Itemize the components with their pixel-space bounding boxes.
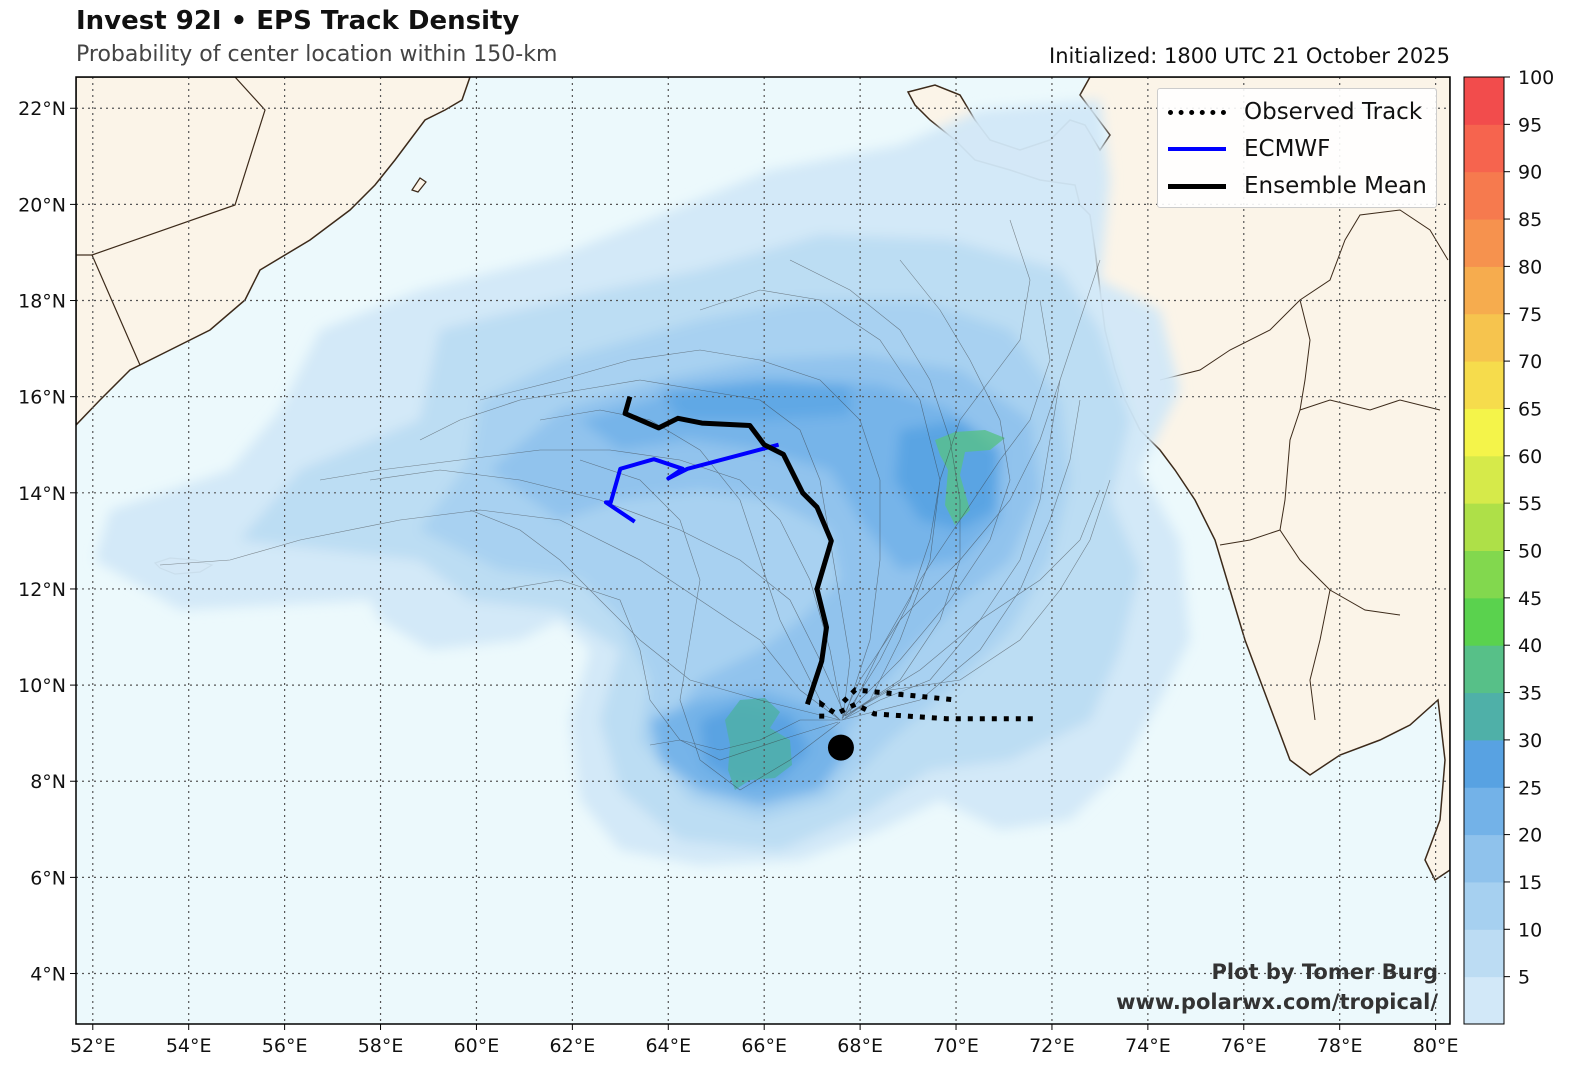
observed-track-line bbox=[839, 687, 952, 707]
colorbar: 5 10 15 20 25 30 35 40 45 50 55 60 65 70 75 80 85 90 95 100 bbox=[1463, 67, 1554, 1025]
colorbar-segment bbox=[1464, 692, 1504, 741]
lon-tick-label: 58°E bbox=[358, 1035, 404, 1057]
colorbar-segment bbox=[1464, 645, 1504, 694]
legend-label-ecmwf: ECMWF bbox=[1244, 136, 1331, 162]
credit-author: Plot by Tomer Burg bbox=[1211, 960, 1439, 984]
colorbar-tick-label: 30 bbox=[1518, 730, 1542, 752]
lon-tick-label: 70°E bbox=[933, 1035, 979, 1057]
colorbar-tick-label: 55 bbox=[1518, 493, 1542, 515]
colorbar-segment bbox=[1464, 124, 1504, 173]
lat-tick-label: 22°N bbox=[18, 98, 66, 120]
plot-border bbox=[75, 76, 1451, 1025]
lat-tick-label: 18°N bbox=[18, 291, 66, 313]
lat-tick-label: 10°N bbox=[18, 675, 66, 697]
lon-tick-label: 56°E bbox=[262, 1035, 308, 1057]
lat-tick-label: 16°N bbox=[18, 387, 66, 409]
grid-lines bbox=[76, 77, 1450, 1024]
colorbar-segment bbox=[1464, 787, 1504, 836]
legend-item-ensemble-mean: Ensemble Mean bbox=[1168, 171, 1427, 201]
legend-swatch-ensemble-mean bbox=[1168, 183, 1226, 189]
lat-tick-label: 8°N bbox=[30, 771, 66, 793]
colorbar-segment bbox=[1464, 219, 1504, 267]
colorbar-tick-label: 35 bbox=[1518, 683, 1542, 705]
colorbar-segment bbox=[1464, 976, 1504, 1025]
lon-tick-label: 52°E bbox=[70, 1035, 116, 1057]
lon-tick-label: 62°E bbox=[550, 1035, 596, 1057]
colorbar-segment bbox=[1464, 455, 1504, 504]
current-position-marker bbox=[827, 734, 854, 761]
land-border-arabia bbox=[91, 77, 266, 366]
colorbar-segment bbox=[1464, 597, 1504, 646]
legend-swatch-ecmwf bbox=[1168, 147, 1226, 151]
latitude-tick-labels: 4°N 6°N 8°N 10°N 12°N 14°N 16°N 18°N 20°N 22°N bbox=[18, 98, 76, 986]
colorbar-tick-label: 15 bbox=[1518, 872, 1542, 894]
lon-tick-label: 68°E bbox=[837, 1035, 883, 1057]
colorbar-tick-label: 10 bbox=[1518, 919, 1542, 941]
island-gulf bbox=[411, 177, 427, 193]
legend-label-observed: Observed Track bbox=[1244, 99, 1423, 125]
colorbar-segment bbox=[1464, 77, 1504, 125]
initialized-label: Initialized: 1800 UTC 21 October 2025 bbox=[1049, 44, 1450, 68]
colorbar-segment bbox=[1464, 361, 1504, 409]
legend-item-ecmwf: ECMWF bbox=[1168, 134, 1330, 164]
colorbar-segment bbox=[1464, 313, 1504, 362]
colorbar-tick-label: 70 bbox=[1518, 351, 1542, 373]
colorbar-tick-label: 65 bbox=[1518, 398, 1542, 420]
lat-tick-label: 6°N bbox=[30, 867, 66, 889]
india-state-borders bbox=[1159, 209, 1449, 721]
lon-tick-label: 76°E bbox=[1221, 1035, 1267, 1057]
lat-tick-label: 14°N bbox=[18, 483, 66, 505]
lon-tick-label: 72°E bbox=[1029, 1035, 1075, 1057]
colorbar-tick-label: 25 bbox=[1518, 777, 1542, 799]
land-arabia bbox=[76, 77, 471, 427]
density-max-patch bbox=[725, 698, 792, 790]
colorbar-tick-label: 90 bbox=[1518, 162, 1542, 184]
lat-tick-label: 12°N bbox=[18, 579, 66, 601]
lon-tick-label: 64°E bbox=[645, 1035, 691, 1057]
colorbar-segment bbox=[1464, 408, 1504, 457]
colorbar-tick-label: 5 bbox=[1518, 967, 1530, 989]
ensemble-mean-track-line bbox=[622, 396, 834, 706]
lon-tick-label: 60°E bbox=[454, 1035, 500, 1057]
lat-tick-label: 4°N bbox=[30, 964, 66, 986]
colorbar-tick-label: 85 bbox=[1518, 209, 1542, 231]
credit-url: www.polarwx.com/tropical/ bbox=[1116, 990, 1438, 1014]
lon-tick-label: 54°E bbox=[166, 1035, 212, 1057]
colorbar-tick-label: 95 bbox=[1518, 114, 1542, 136]
legend-label-ensemble-mean: Ensemble Mean bbox=[1244, 173, 1427, 199]
lon-tick-label: 80°E bbox=[1413, 1035, 1459, 1057]
colorbar-segment bbox=[1464, 834, 1504, 883]
colorbar-tick-label: 100 bbox=[1518, 67, 1554, 89]
colorbar-tick-label: 45 bbox=[1518, 588, 1542, 610]
colorbar-segment bbox=[1464, 171, 1504, 220]
colorbar-segment bbox=[1464, 266, 1504, 315]
legend-item-observed: Observed Track bbox=[1168, 97, 1422, 127]
observed-track-line bbox=[819, 699, 1033, 724]
colorbar-tick-label: 80 bbox=[1518, 256, 1542, 278]
lon-tick-label: 74°E bbox=[1125, 1035, 1171, 1057]
map-subtitle: Probability of center location within 15… bbox=[76, 42, 558, 67]
colorbar-segment bbox=[1464, 550, 1504, 599]
colorbar-tick-label: 60 bbox=[1518, 446, 1542, 468]
track-legend: Observed Track ECMWF Ensemble Mean bbox=[1157, 88, 1437, 208]
map-title: Invest 92I • EPS Track Density bbox=[76, 6, 520, 36]
lon-tick-label: 66°E bbox=[741, 1035, 787, 1057]
colorbar-tick-label: 40 bbox=[1518, 635, 1542, 657]
colorbar-tick-label: 20 bbox=[1518, 825, 1542, 847]
lat-tick-label: 20°N bbox=[18, 194, 66, 216]
colorbar-segment bbox=[1464, 881, 1504, 930]
ensemble-member-tracks bbox=[159, 219, 1111, 791]
ecmwf-track-line bbox=[603, 442, 780, 524]
track-layer bbox=[603, 396, 1033, 761]
legend-swatch-observed bbox=[1168, 109, 1226, 115]
colorbar-segment bbox=[1464, 739, 1504, 788]
colorbar-tick-label: 75 bbox=[1518, 304, 1542, 326]
colorbar-segment bbox=[1464, 503, 1504, 551]
colorbar-tick-label: 50 bbox=[1518, 541, 1542, 563]
longitude-tick-labels: 52°E 54°E 56°E 58°E 60°E 62°E 64°E 66°E 68°E 70°E… bbox=[70, 1024, 1459, 1057]
lon-tick-label: 78°E bbox=[1317, 1035, 1363, 1057]
colorbar-segment bbox=[1464, 929, 1504, 978]
